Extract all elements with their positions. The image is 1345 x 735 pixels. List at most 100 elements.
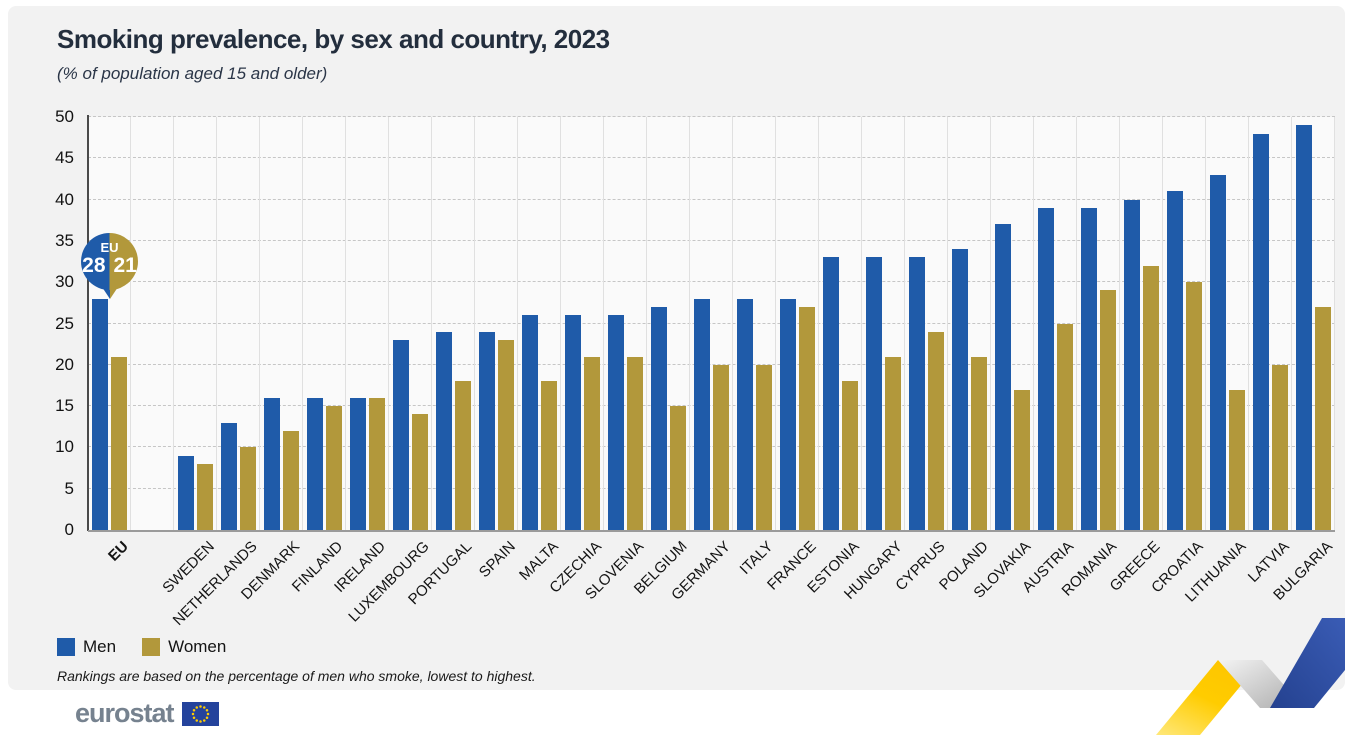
eurostat-logo: eurostat [75,700,219,727]
x-axis-label-germany: GERMANY [667,538,734,604]
bar-women-hungary [885,356,901,530]
bar-women-croatia [1186,282,1202,530]
column-separator [861,117,862,530]
gridline [88,446,1335,448]
bar-women-latvia [1272,364,1288,530]
gridline [88,239,1335,241]
bar-women-bulgaria [1315,306,1331,530]
y-axis-tick-label: 20 [55,354,74,374]
bar-women-romania [1100,290,1116,530]
bar-men-finland [307,397,323,530]
y-axis-tick-label: 45 [55,148,74,168]
column-separator [1119,117,1120,530]
bar-men-luxembourg [393,340,409,530]
bar-men-greece [1124,199,1140,530]
bar-women-netherlands [240,447,256,530]
bar-men-spain [479,331,495,530]
eu-callout-bubble: EU 28 21 [81,233,138,290]
column-separator [775,117,776,530]
y-axis-tick-label: 30 [55,272,74,292]
column-separator [388,117,389,530]
bar-women-czechia [584,356,600,530]
gridline [88,405,1335,407]
column-separator [216,117,217,530]
bar-men-france [780,298,796,530]
gridline [88,157,1335,159]
gridline [88,116,1335,117]
legend-swatch-women [142,638,161,656]
column-separator [345,117,346,530]
bar-women-sweden [197,463,213,530]
eurostat-logo-text: eurostat [75,698,175,728]
x-axis-label-portugal: PORTUGAL [405,538,476,609]
bar-women-greece [1143,265,1159,530]
bar-men-croatia [1167,191,1183,530]
column-separator [904,117,905,530]
column-separator [732,117,733,530]
bar-women-poland [971,356,987,530]
bar-women-lithuania [1229,389,1245,530]
bar-women-france [799,306,815,530]
bar-men-estonia [823,257,839,530]
x-axis-line [88,530,1335,532]
y-axis-tick-label: 25 [55,313,74,333]
eu-callout-women-value: 21 [113,254,137,277]
y-axis-tick-label: 15 [55,396,74,416]
column-separator [1076,117,1077,530]
bar-women-eu [111,356,127,530]
bar-men-czechia [565,315,581,530]
bar-men-denmark [264,397,280,530]
bar-women-finland [326,406,342,530]
chart-footnote: Rankings are based on the percentage of … [57,668,536,684]
bar-men-slovenia [608,315,624,530]
legend-item-women: Women [142,637,226,657]
column-separator [431,117,432,530]
bar-men-netherlands [221,422,237,530]
chart-subtitle: (% of population aged 15 and older) [57,64,328,83]
bar-men-germany [694,298,710,530]
eu-callout-men-value: 28 [82,254,106,277]
column-separator [1291,117,1292,530]
legend-item-men: Men [57,637,116,657]
bar-men-italy [737,298,753,530]
bar-women-slovakia [1014,389,1030,530]
bar-men-bulgaria [1296,125,1312,530]
bar-women-ireland [369,397,385,530]
chart-title: Smoking prevalence, by sex and country, … [57,24,610,54]
eu-flag-icon [181,701,219,726]
bar-men-latvia [1253,133,1269,530]
y-axis-tick-label: 5 [64,478,74,498]
bar-women-austria [1057,323,1073,530]
column-separator [302,117,303,530]
y-axis-line [87,115,89,531]
bar-women-italy [756,364,772,530]
gridline [88,363,1335,365]
column-separator [1205,117,1206,530]
legend-label: Women [168,637,227,656]
bar-women-estonia [842,381,858,530]
chart-legend: Men Women [57,637,226,657]
gridline [88,281,1335,283]
bar-women-slovenia [627,356,643,530]
bar-men-ireland [350,397,366,530]
column-separator [947,117,948,530]
bar-men-poland [952,249,968,530]
ribbon-decoration [1156,618,1345,735]
bar-men-lithuania [1210,174,1226,530]
column-separator [689,117,690,530]
legend-swatch-men [57,638,75,656]
column-separator [130,117,131,530]
column-separator [517,117,518,530]
bar-men-eu [92,298,108,530]
bar-women-germany [713,364,729,530]
column-separator [1033,117,1034,530]
y-axis-tick-label: 40 [55,189,74,209]
column-separator [474,117,475,530]
column-separator [1162,117,1163,530]
bar-men-romania [1081,207,1097,530]
bar-men-belgium [651,306,667,530]
column-separator [990,117,991,530]
bar-women-cyprus [928,331,944,530]
bar-men-hungary [866,257,882,530]
column-separator [259,117,260,530]
